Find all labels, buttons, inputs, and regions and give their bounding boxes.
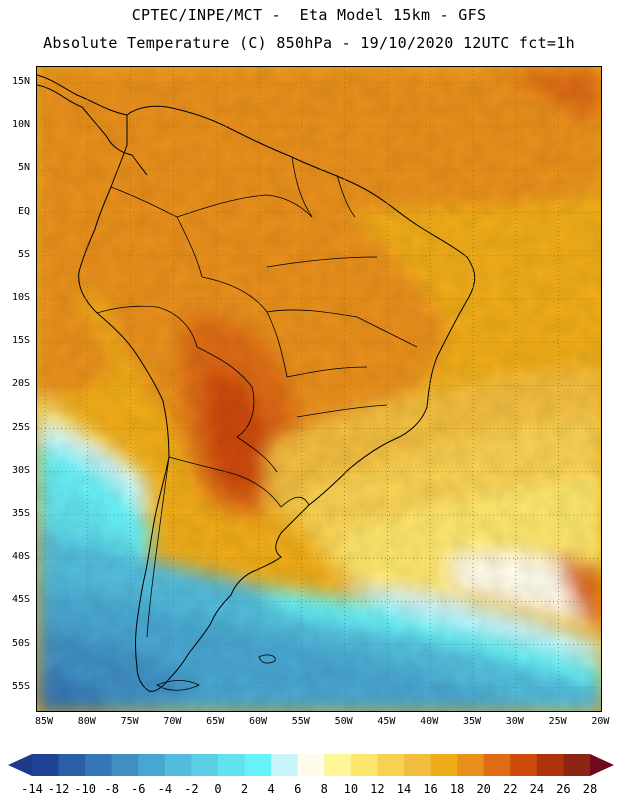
lon-label: 55W: [291, 716, 310, 727]
colorbar-cell: [350, 754, 378, 776]
lat-label: 15S: [11, 335, 30, 347]
lat-label: 35S: [11, 508, 30, 519]
lon-label: 45W: [377, 716, 396, 727]
colorbar-cell: [430, 754, 458, 776]
border-bolivia: [196, 346, 255, 438]
lat-label: EQ: [17, 205, 30, 217]
colorbar-cell: [536, 754, 564, 776]
colorbar-label: 28: [582, 782, 598, 796]
colorbar-cell: [244, 754, 272, 776]
colorbar-cell: [32, 754, 59, 776]
colorbar-cell: [510, 754, 538, 776]
border-uruguay: [280, 496, 310, 508]
title-line-2: Absolute Temperature (C) 850hPa - 19/10/…: [43, 34, 575, 52]
lon-label: 20W: [591, 716, 610, 727]
lon-label: 80W: [77, 716, 96, 727]
title-line-1: CPTEC/INPE/MCT - Eta Model 15km - GFS: [131, 6, 487, 24]
border-paraguay: [236, 436, 278, 473]
colorbar-cells: [32, 754, 591, 776]
colorbar-cell: [377, 754, 405, 776]
border-brazil-states: [266, 256, 418, 418]
colorbar-label: 4: [267, 782, 275, 796]
colorbar-cell: [191, 754, 219, 776]
central-america-coast: [37, 84, 148, 176]
colorbar-label: -4: [157, 782, 173, 796]
colorbar-label: 22: [503, 782, 518, 796]
lon-label: 40W: [420, 716, 439, 727]
colorbar-label: 26: [556, 782, 571, 796]
south-america-coast: [78, 105, 476, 692]
colorbar: [8, 754, 614, 776]
lon-label: 85W: [34, 716, 54, 727]
tierra-del-fuego: [156, 680, 200, 691]
colorbar-label: -8: [104, 782, 119, 796]
colorbar-label: 12: [370, 782, 385, 796]
lat-label: 40S: [11, 551, 30, 563]
islands: [156, 654, 276, 691]
lon-label: 75W: [120, 716, 139, 727]
border-chile: [146, 456, 170, 638]
colorbar-label: -6: [131, 782, 146, 796]
colorbar-label: -2: [184, 782, 199, 796]
colorbar-label: 6: [294, 782, 302, 796]
field-grain: [37, 67, 601, 711]
lat-label: 55S: [11, 680, 30, 692]
lon-label: 70W: [163, 716, 182, 727]
lat-label: 25S: [11, 421, 30, 433]
lat-label: 30S: [11, 464, 30, 476]
colorbar-label: 8: [320, 782, 328, 796]
colorbar-cell: [297, 754, 325, 776]
falkland-islands: [258, 654, 276, 664]
lon-label: 35W: [462, 716, 482, 727]
colorbar-cell: [271, 754, 299, 776]
border-peru: [96, 305, 198, 348]
lon-label: 50W: [334, 716, 353, 727]
colorbar-under-arrow: [8, 754, 32, 776]
lat-label: 5N: [17, 162, 30, 174]
lat-label: 45S: [11, 594, 30, 606]
lon-label: 60W: [248, 716, 268, 727]
colorbar-cell: [164, 754, 192, 776]
colorbar-cell: [563, 754, 591, 776]
colorbar-cell: [85, 754, 113, 776]
colorbar-cell: [324, 754, 352, 776]
lat-label: 10N: [11, 119, 30, 131]
colorbar-over-arrow: [590, 754, 614, 776]
colorbar-cell: [58, 754, 86, 776]
lon-label: 30W: [505, 716, 524, 727]
country-borders: [96, 156, 418, 638]
colorbar-cell: [111, 754, 139, 776]
colorbar-label: 18: [449, 782, 465, 796]
colorbar-label: 10: [343, 782, 359, 796]
colorbar-label: 20: [476, 782, 491, 796]
lat-label: 10S: [11, 292, 30, 303]
colorbar-cell: [217, 754, 245, 776]
colorbar-label: 24: [529, 782, 545, 796]
colorbar-cell: [483, 754, 511, 776]
border-argentina: [168, 456, 282, 508]
colorbar-label: 0: [214, 782, 222, 796]
temperature-map[interactable]: [36, 66, 602, 712]
colorbar-cell: [457, 754, 485, 776]
map-canvas: [37, 67, 601, 711]
colorbar-cell: [403, 754, 431, 776]
lat-label: 5S: [17, 248, 30, 260]
caribbean-coast: [37, 74, 128, 116]
lat-label: 20S: [11, 378, 30, 390]
border-venezuela: [176, 194, 313, 218]
colorbar-cell: [138, 754, 166, 776]
lat-label: 50S: [11, 637, 30, 649]
colorbar-label: -14: [21, 782, 43, 796]
colorbar-label: 14: [396, 782, 412, 796]
colorbar-label: -10: [74, 782, 96, 796]
lon-label: 25W: [548, 716, 567, 727]
coastlines: [37, 74, 476, 692]
colorbar-label: 16: [423, 782, 438, 796]
lat-label: 15N: [11, 76, 30, 87]
colorbar-label: 2: [240, 782, 249, 796]
lon-label: 65W: [206, 716, 225, 727]
border-guianas: [291, 156, 356, 218]
colorbar-label: -12: [47, 782, 70, 796]
